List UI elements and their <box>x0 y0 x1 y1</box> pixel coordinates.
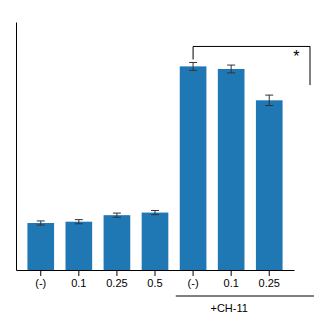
chart: (-) 0.1 0.25 0.5 (-) 0.1 0.25 +CH-11 * <box>0 0 332 332</box>
error-bar <box>75 220 83 224</box>
x-tick-mark <box>116 270 117 276</box>
x-tick-label: (-) <box>188 277 199 289</box>
x-tick: 0.1 <box>224 270 239 289</box>
error-bar-stem <box>78 220 79 224</box>
x-tick-label: 0.1 <box>224 277 239 289</box>
error-bar <box>37 221 45 225</box>
x-tick-mark <box>78 270 79 276</box>
plot: (-) 0.1 0.25 0.5 (-) 0.1 0.25 +CH-11 * <box>17 23 315 315</box>
error-bar-cap <box>113 217 121 218</box>
x-axis: (-) 0.1 0.25 0.5 (-) 0.1 0.25 <box>17 270 295 289</box>
error-bar-stem <box>193 62 194 70</box>
error-bar-cap <box>227 65 235 66</box>
x-tick: 0.1 <box>71 270 86 289</box>
error-bar-cap <box>75 219 83 220</box>
error-bar-stem <box>116 213 117 217</box>
x-tick-label: 0.1 <box>71 277 86 289</box>
error-bar-cap <box>227 72 235 73</box>
error-bar <box>151 210 159 214</box>
error-bar-cap <box>265 95 273 96</box>
error-bar-cap <box>189 70 197 71</box>
significance-label: * <box>293 48 299 65</box>
group-underline <box>176 296 314 297</box>
x-tick-mark <box>269 270 270 276</box>
error-bar-cap <box>265 105 273 106</box>
bracket-line <box>193 46 310 47</box>
bar <box>142 213 169 270</box>
x-tick-mark <box>231 270 232 276</box>
error-bar-cap <box>113 213 121 214</box>
error-bar <box>265 95 273 105</box>
error-bar-stem <box>231 65 232 73</box>
bar <box>180 66 207 270</box>
x-tick: 0.25 <box>259 270 280 289</box>
error-bar-stem <box>40 221 41 225</box>
error-bar-cap <box>189 62 197 63</box>
x-tick-label: (-) <box>35 277 46 289</box>
bar <box>104 215 131 270</box>
error-bar <box>227 65 235 73</box>
x-tick: (-) <box>188 270 199 289</box>
bar <box>27 223 54 270</box>
marks <box>27 62 282 270</box>
error-bar-cap <box>151 210 159 211</box>
x-tick: (-) <box>35 270 46 289</box>
x-tick: 0.25 <box>106 270 127 289</box>
error-bar <box>113 213 121 217</box>
bracket-drop <box>310 46 311 85</box>
x-tick-mark <box>40 270 41 276</box>
x-tick-mark <box>193 270 194 276</box>
error-bar-cap <box>37 225 45 226</box>
error-bar-cap <box>37 220 45 221</box>
y-axis <box>16 23 17 271</box>
x-tick-label: 0.25 <box>106 277 127 289</box>
bracket-drop <box>193 46 194 59</box>
error-bar-stem <box>269 95 270 105</box>
x-tick: 0.5 <box>147 270 162 289</box>
x-tick-label: 0.5 <box>147 277 162 289</box>
group-label: +CH-11 <box>210 302 247 314</box>
error-bar-stem <box>155 210 156 214</box>
bar <box>218 69 245 270</box>
error-bar-cap <box>75 223 83 224</box>
error-bar <box>189 62 197 70</box>
y-axis-line <box>16 23 17 271</box>
significance-bracket <box>193 46 310 85</box>
bar <box>66 222 93 270</box>
error-bar-cap <box>151 214 159 215</box>
x-tick-label: 0.25 <box>259 277 280 289</box>
bar <box>256 100 283 270</box>
x-tick-mark <box>155 270 156 276</box>
